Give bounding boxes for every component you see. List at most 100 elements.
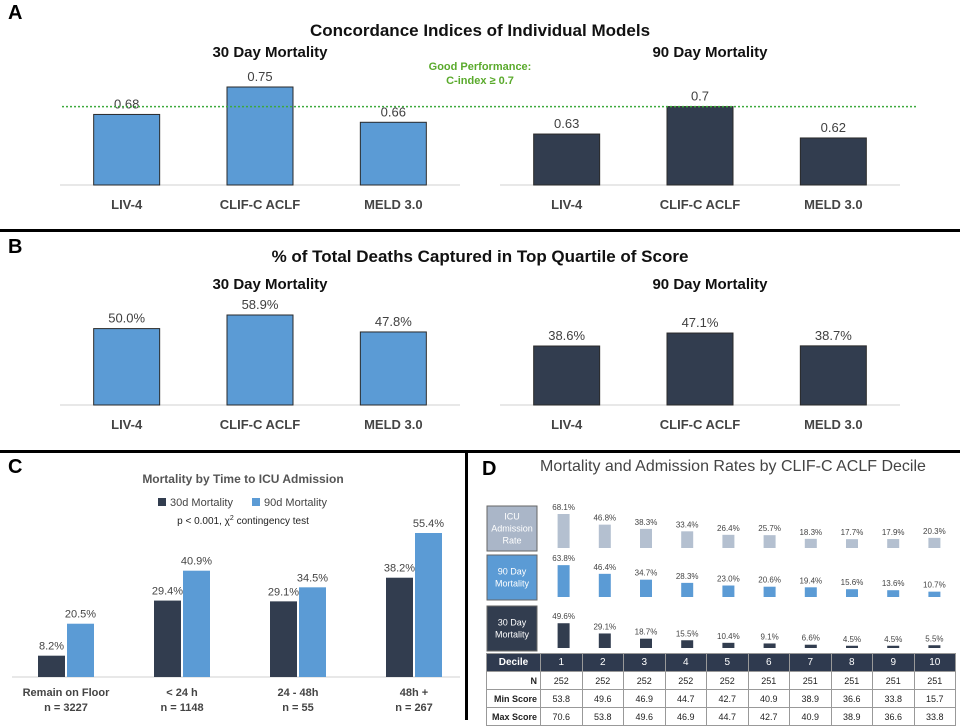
decile-cell: 7 — [789, 653, 832, 672]
panels-ab-charts: 0.68 LIV-4 0.75 CLIF-C ACLF 0.66 MELD 3.0 0.63… — [60, 61, 918, 432]
panel-b-30d-category-label: CLIF-C ACLF — [220, 417, 300, 432]
panel-d-bar — [681, 640, 694, 648]
table-row-max-score: Max Score 70.6 53.8 49.6 46.9 44.7 42.7 … — [486, 707, 956, 726]
panel-d-bar — [763, 643, 776, 648]
panel-c-value-label: 38.2% — [384, 563, 415, 575]
table-cell: 36.6 — [872, 707, 915, 726]
panel-letter-b: B — [8, 236, 23, 258]
panel-a-90d-category-label: CLIF-C ACLF — [660, 197, 740, 212]
table-cell: 15.7 — [913, 689, 956, 708]
panel-d-value-label: 46.4% — [593, 563, 616, 572]
panel-c-category-n: n = 55 — [282, 702, 314, 714]
panel-d-value-label: 49.6% — [552, 612, 575, 621]
panel-a-30d-category-label: CLIF-C ACLF — [220, 197, 300, 212]
panel-b-30d-bar — [226, 314, 294, 406]
panel-b-30d-value-label: 50.0% — [108, 311, 145, 326]
panel-letter-d: D — [482, 458, 497, 480]
table-cell: 53.8 — [540, 689, 583, 708]
panel-letter-c: C — [8, 456, 23, 478]
panel-a-90d-value-label: 0.62 — [821, 120, 846, 135]
panel-a-30d-value-label: 0.68 — [114, 96, 139, 111]
decile-cell: 8 — [830, 653, 873, 672]
panel-d-bar — [887, 590, 900, 597]
panel-d-bar — [640, 528, 652, 548]
panel-c-category-n: n = 3227 — [44, 702, 88, 714]
panel-c-chart: Mortality by Time to ICU Admission 30d Mo… — [12, 472, 460, 714]
table-cell: 33.8 — [913, 707, 956, 726]
panel-d-value-label: 20.3% — [923, 527, 946, 536]
panel-d-row-label: ICU — [504, 512, 520, 522]
table-cell: 40.9 — [747, 689, 790, 708]
panel-d-value-label: 6.6% — [802, 634, 820, 643]
panel-d-value-label: 28.3% — [676, 572, 699, 581]
decile-cell: 4 — [664, 653, 707, 672]
decile-cell: 1 — [540, 653, 583, 672]
table-cell: 251 — [789, 671, 832, 690]
panel-d-row-label: Rate — [502, 536, 521, 546]
legend-90d-label: 90d Mortality — [264, 497, 327, 509]
panel-b-90d-bar — [799, 345, 867, 406]
panel-d-value-label: 25.7% — [758, 524, 781, 533]
panel-d-bar — [681, 582, 694, 597]
panel-d-bar — [722, 534, 735, 548]
panel-d-row-label: Mortality — [495, 630, 530, 640]
table-cell: 46.9 — [623, 689, 666, 708]
panel-d-bar — [598, 633, 611, 648]
panel-d-value-label: 9.1% — [760, 632, 778, 641]
decile-cell: 3 — [623, 653, 666, 672]
panel-c-category-n: n = 1148 — [160, 702, 203, 714]
panel-d-bar — [804, 538, 817, 548]
panel-a-90d-bar — [799, 137, 867, 186]
table-cell: 251 — [913, 671, 956, 690]
threshold-label: Good Performance: — [429, 61, 532, 73]
panel-d-value-label: 10.7% — [923, 581, 946, 590]
table-cell: 251 — [830, 671, 873, 690]
decile-cell: 10 — [913, 653, 956, 672]
table-cell: 70.6 — [540, 707, 583, 726]
legend-30d-swatch — [158, 498, 166, 506]
panel-d-bar — [722, 642, 735, 648]
panel-a-30d-value-label: 0.66 — [381, 104, 406, 119]
panel-b-90d-bar — [666, 332, 734, 406]
panel-d-value-label: 26.4% — [717, 524, 740, 533]
panel-d-bar — [681, 531, 694, 548]
panel-d-bar — [722, 585, 735, 597]
panel-a-90d-value-label: 0.7 — [691, 89, 709, 104]
panel-d-bar — [598, 573, 611, 597]
divider-ab — [0, 229, 960, 232]
table-cell: 33.8 — [872, 689, 915, 708]
panel-d-value-label: 68.1% — [552, 503, 575, 512]
table-row-min-score: Min Score 53.8 49.6 46.9 44.7 42.7 40.9 … — [486, 689, 956, 708]
panel-d-value-label: 18.3% — [799, 528, 822, 537]
panel-a-30d-value-label: 0.75 — [247, 69, 272, 84]
panel-d-row-label-box — [486, 605, 538, 652]
divider-cd — [465, 452, 468, 720]
panel-d-value-label: 15.5% — [676, 629, 699, 638]
panel-c-category-label: 48h + — [400, 687, 428, 699]
decile-table: Decile 1 2 3 4 5 6 7 8 9 10 N 252 252 25… — [486, 653, 956, 726]
table-cell: 44.7 — [664, 689, 707, 708]
panel-c-category-label: < 24 h — [166, 687, 198, 699]
panel-c-30d-bar — [154, 600, 181, 677]
table-row-n: N 252 252 252 252 252 251 251 251 251 25… — [486, 671, 956, 690]
table-cell: 252 — [706, 671, 749, 690]
panel-b-90d-bar — [533, 345, 601, 406]
decile-cell: 9 — [872, 653, 915, 672]
panel-a-right-subtitle: 90 Day Mortality — [652, 44, 768, 61]
panel-c-value-label: 40.9% — [181, 556, 212, 568]
table-cell: 252 — [581, 671, 624, 690]
panel-c-title: Mortality by Time to ICU Admission — [142, 472, 343, 486]
panel-c-value-label: 20.5% — [65, 609, 96, 621]
panel-d-value-label: 17.9% — [882, 528, 905, 537]
panel-d-bar — [846, 539, 858, 548]
panel-d-value-label: 13.6% — [882, 579, 905, 588]
table-cell: 49.6 — [623, 707, 666, 726]
panel-d-value-label: 4.5% — [884, 635, 902, 644]
panel-b-30d-category-label: MELD 3.0 — [364, 417, 423, 432]
panel-d-row-label: Mortality — [495, 579, 530, 589]
decile-header-row: Decile 1 2 3 4 5 6 7 8 9 10 — [486, 653, 956, 672]
panel-a-30d-category-label: MELD 3.0 — [364, 197, 423, 212]
panel-b-30d-value-label: 47.8% — [375, 314, 412, 329]
panel-d-bar — [928, 645, 941, 648]
panel-d-value-label: 10.4% — [717, 632, 740, 641]
